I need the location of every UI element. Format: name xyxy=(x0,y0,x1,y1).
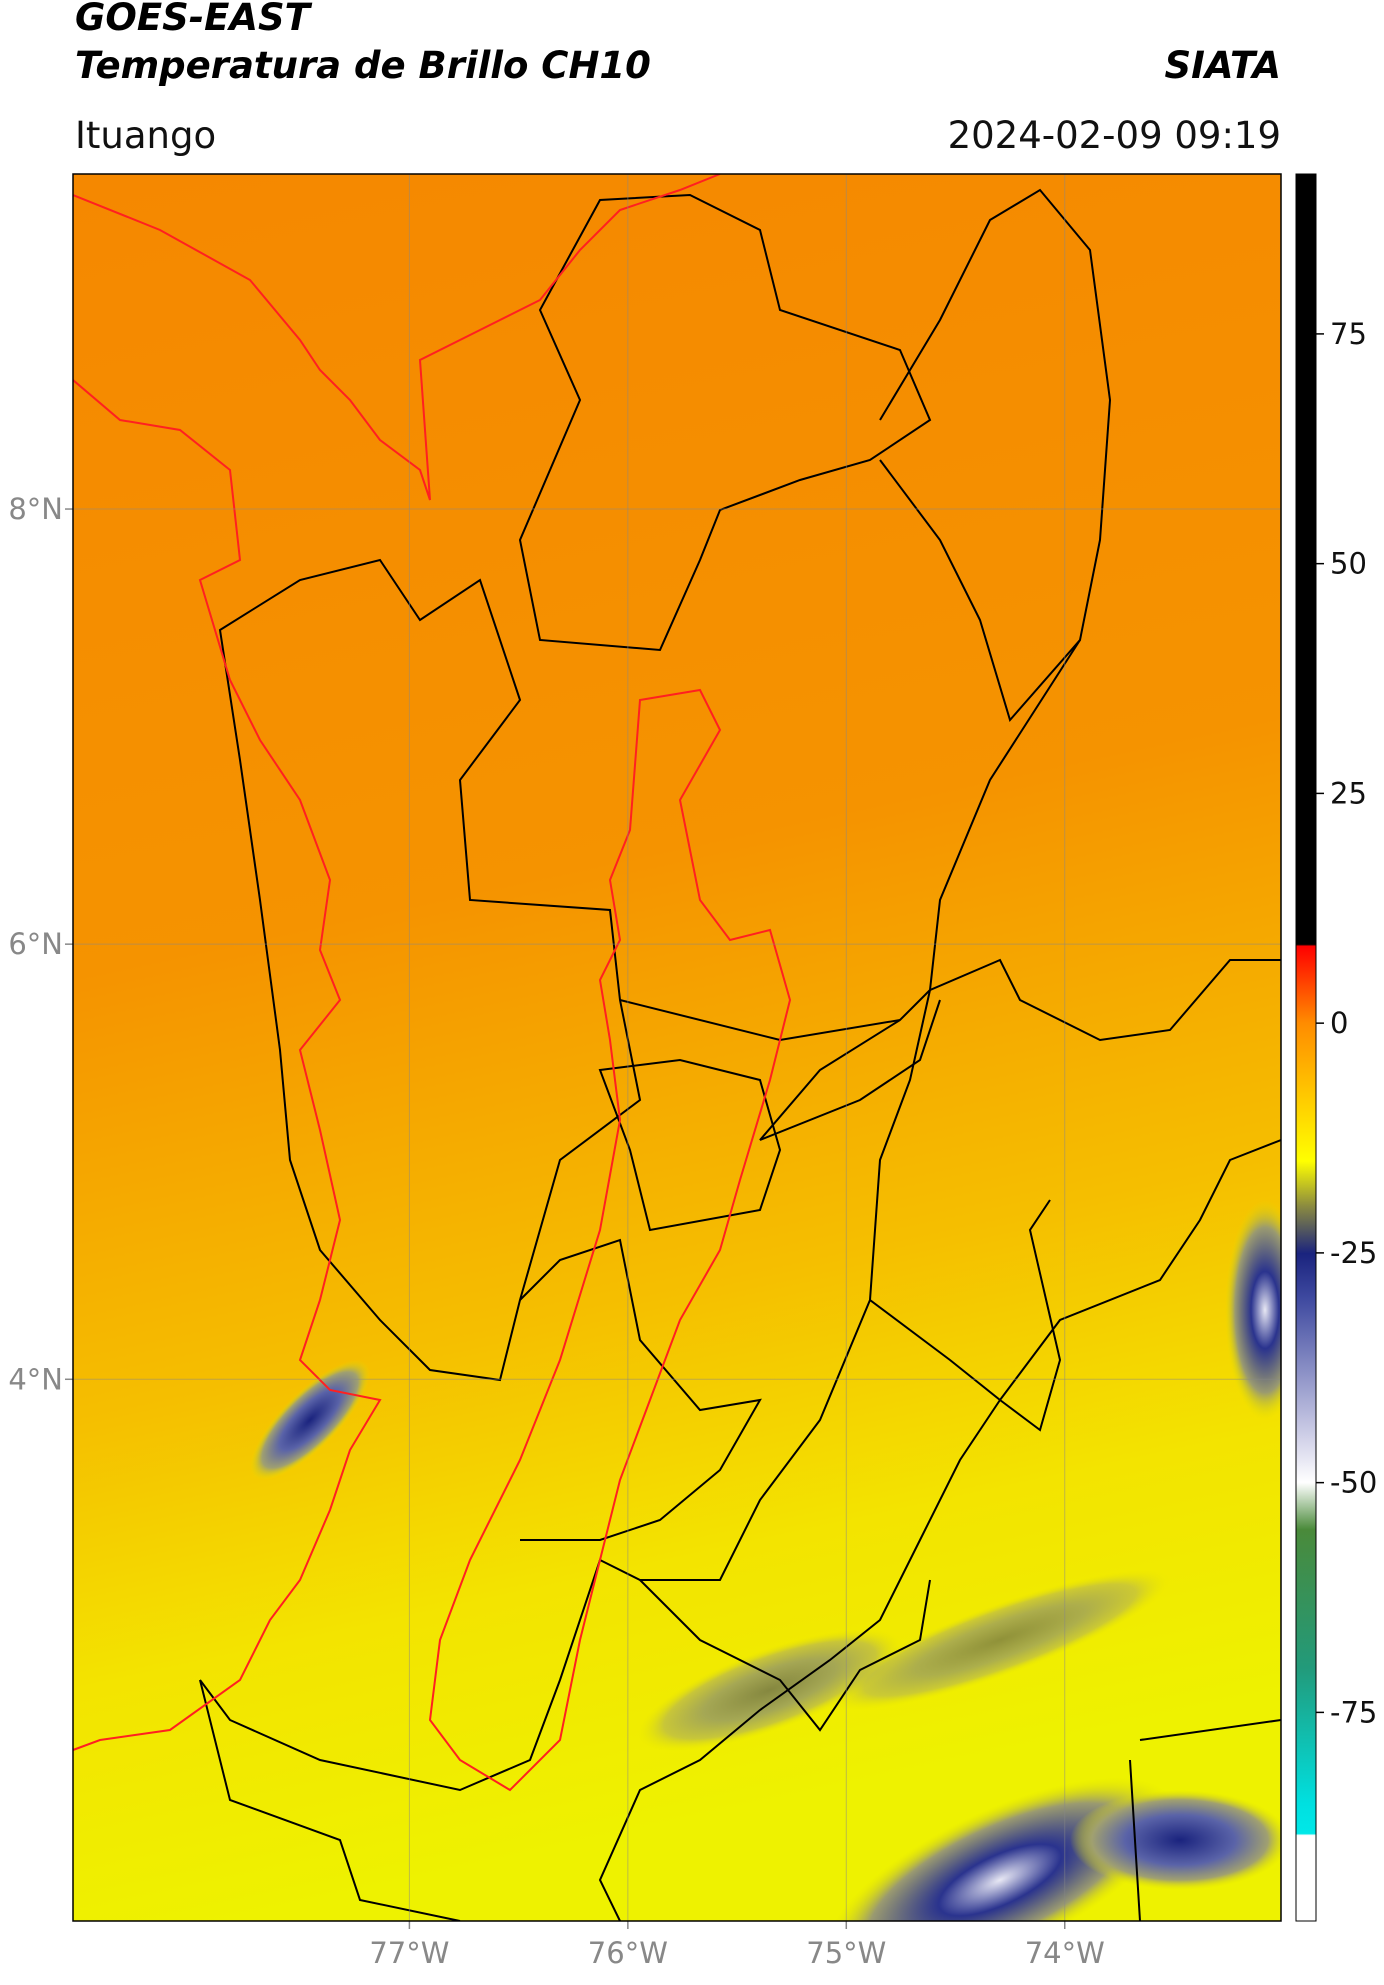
colorbar-tick-label: 75 xyxy=(1330,317,1367,351)
cloud xyxy=(1070,1790,1281,1890)
datetime: 2024-02-09 09:19 xyxy=(948,114,1281,157)
colorbar-tick-label: -50 xyxy=(1330,1466,1377,1500)
colorbar-tick-label: 0 xyxy=(1330,1006,1348,1040)
map-background xyxy=(73,174,1281,1921)
map-frame xyxy=(72,173,1282,1922)
colorbar-tick-label: 25 xyxy=(1330,776,1367,810)
cloud xyxy=(830,1570,1170,1710)
lon-tick-label: 77°W xyxy=(369,1936,449,1970)
title: GOES-EAST xyxy=(75,0,313,39)
lon-tick-label: 76°W xyxy=(588,1936,668,1970)
location: Ituango xyxy=(75,114,216,157)
colorbar-tick-label: 50 xyxy=(1330,547,1367,581)
colorbar-tick-label: -25 xyxy=(1330,1236,1377,1270)
lon-tick-label: 74°W xyxy=(1025,1936,1105,1970)
cloud xyxy=(1225,1200,1281,1420)
lat-tick-label: 4°N xyxy=(8,1362,63,1396)
lat-tick-label: 8°N xyxy=(8,492,63,526)
lat-tick-label: 6°N xyxy=(8,927,63,961)
region-outline xyxy=(73,174,792,1792)
boundaries xyxy=(199,188,1281,1921)
colorbar xyxy=(1295,173,1317,1922)
graticule xyxy=(65,174,1281,1929)
cloud xyxy=(250,1360,370,1480)
cloud xyxy=(637,1629,903,1751)
lon-tick-label: 75°W xyxy=(806,1936,886,1970)
subtitle: Temperatura de Brillo CH10 xyxy=(75,44,651,87)
colorbar-tick-label: -75 xyxy=(1330,1695,1377,1729)
organization: SIATA xyxy=(1164,44,1281,87)
map xyxy=(73,174,1281,1921)
